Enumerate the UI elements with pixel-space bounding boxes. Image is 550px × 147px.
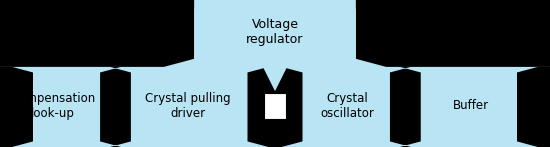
Polygon shape — [517, 67, 550, 147]
Bar — [264, 93, 286, 119]
Polygon shape — [0, 0, 194, 67]
Text: Crystal
oscillator: Crystal oscillator — [321, 92, 375, 120]
Polygon shape — [0, 67, 33, 147]
Polygon shape — [110, 96, 121, 115]
Text: Voltage
regulator: Voltage regulator — [246, 18, 304, 46]
Polygon shape — [356, 0, 550, 67]
Polygon shape — [194, 0, 356, 91]
Polygon shape — [390, 67, 421, 147]
Polygon shape — [400, 96, 411, 115]
Polygon shape — [100, 67, 131, 147]
Text: Buffer: Buffer — [453, 99, 490, 112]
Text: Compensation
look-up: Compensation look-up — [10, 92, 96, 120]
Polygon shape — [248, 67, 302, 147]
Text: Crystal pulling
driver: Crystal pulling driver — [145, 92, 230, 120]
